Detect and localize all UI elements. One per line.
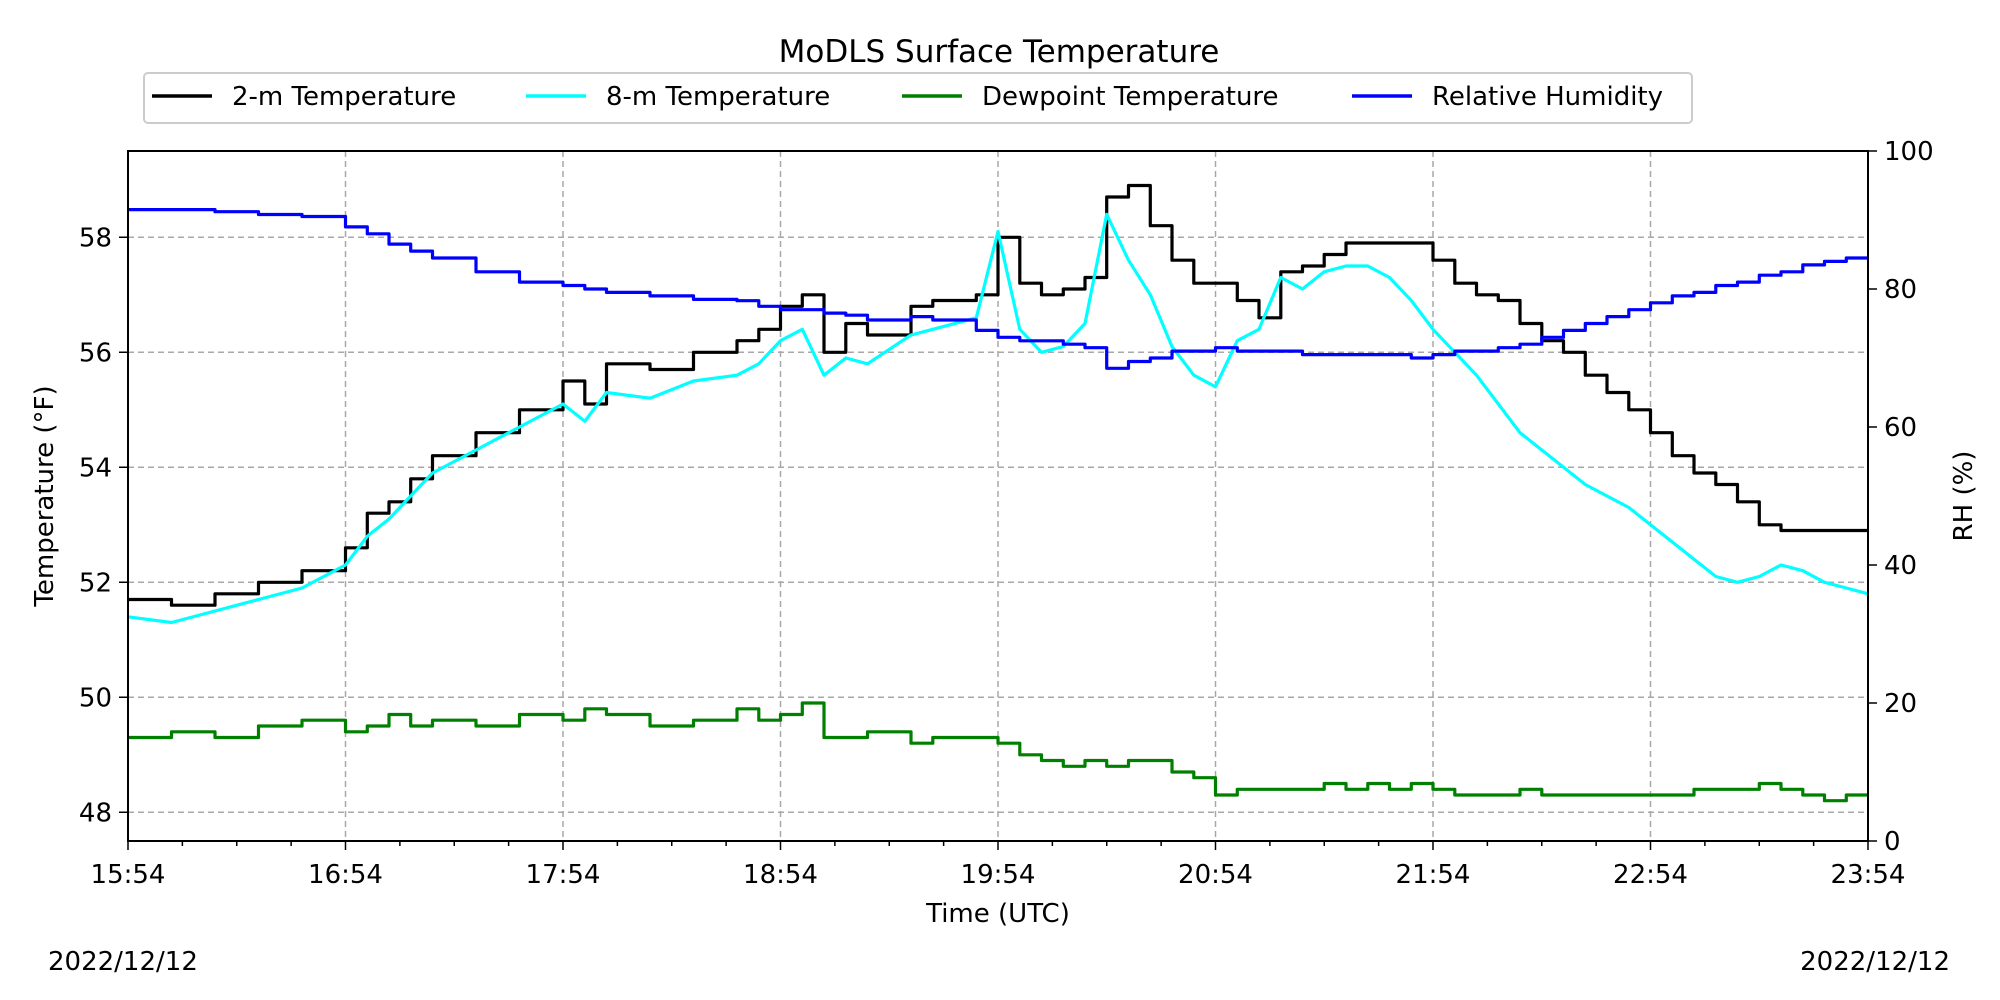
axis-layer: 15:54 16:54 17:54 18:54 19:54 20:54 21:54 22:54…	[79, 137, 1934, 890]
x-tick-label: 15:54	[91, 860, 166, 890]
series-line-8-m-temperature	[127, 212, 1869, 625]
x-tick-label: 16:54	[308, 860, 383, 890]
y-tick-label-left: 54	[79, 453, 112, 483]
y-tick-label-left: 48	[79, 798, 112, 828]
x-axis-label: Time (UTC)	[925, 899, 1070, 929]
x-tick-label: 18:54	[743, 860, 818, 890]
x-tick-label: 22:54	[1613, 860, 1688, 890]
plot-frame	[127, 150, 1869, 842]
series-line-2-m-temperature	[128, 183, 1868, 607]
date-label-left: 2022/12/12	[48, 947, 198, 977]
y-tick-label-right: 40	[1884, 551, 1917, 581]
y-tick-label-right: 0	[1884, 827, 1901, 857]
y-tick-label-right: 80	[1884, 275, 1917, 305]
legend-label-dewpoint-temperature: Dewpoint Temperature	[982, 82, 1279, 112]
legend-label-8m-temperature: 8-m Temperature	[606, 82, 830, 112]
y-tick-label-left: 52	[79, 568, 112, 598]
legend-box	[143, 72, 1693, 124]
y-axis-label-left: Temperature (°F)	[30, 385, 60, 607]
y-axis-label-right: RH (%)	[1949, 451, 1979, 542]
y-tick-label-right: 100	[1884, 137, 1934, 167]
x-tick-label: 20:54	[1178, 860, 1253, 890]
legend-label-2m-temperature: 2-m Temperature	[232, 82, 456, 112]
legend: 2-m Temperature 8-m Temperature Dewpoint…	[143, 72, 1693, 124]
series-layer	[127, 183, 1869, 803]
y-tick-label-right: 60	[1884, 413, 1917, 443]
date-label-right: 2022/12/12	[1800, 947, 1950, 977]
y-tick-label-left: 56	[79, 338, 112, 368]
y-tick-label-right: 20	[1884, 689, 1917, 719]
y-tick-label-left: 58	[79, 223, 112, 253]
x-tick-label: 23:54	[1831, 860, 1906, 890]
x-tick-label: 19:54	[961, 860, 1036, 890]
chart-title: MoDLS Surface Temperature	[779, 34, 1220, 70]
series-line-dewpoint-temperature	[128, 701, 1868, 803]
legend-label-relative-humidity: Relative Humidity	[1432, 82, 1663, 112]
x-tick-label: 21:54	[1396, 860, 1471, 890]
x-tick-label: 17:54	[526, 860, 601, 890]
y-tick-label-left: 50	[79, 683, 112, 713]
series-line-relative-humidity	[128, 208, 1868, 370]
